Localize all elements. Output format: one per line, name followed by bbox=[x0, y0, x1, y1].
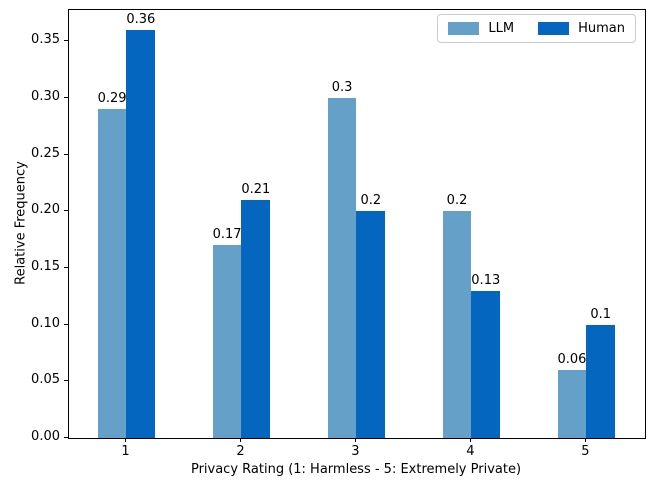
x-tick-label: 2 bbox=[236, 444, 245, 459]
bar-value-label: 0.17 bbox=[212, 227, 242, 243]
x-tick-mark bbox=[355, 438, 357, 442]
bar-llm-2 bbox=[212, 245, 242, 438]
bar-value-label: 0.3 bbox=[331, 79, 353, 95]
x-tick-mark bbox=[125, 438, 127, 442]
bar-llm-5 bbox=[557, 369, 587, 438]
bar-value-label: 0.36 bbox=[126, 11, 156, 27]
x-tick-label: 4 bbox=[466, 444, 475, 459]
bar-human-1 bbox=[126, 29, 156, 438]
bar-human-4 bbox=[471, 290, 501, 438]
x-tick-label: 1 bbox=[121, 444, 130, 459]
bar-value-label: 0.06 bbox=[557, 351, 587, 367]
bar-llm-4 bbox=[442, 211, 472, 438]
plot-area: LLM Human 0.29 0.36 0.17 0.21 0.3 0.2 0.2 0.13 0.… bbox=[68, 9, 646, 439]
y-tick-mark bbox=[64, 96, 68, 98]
legend: LLM Human bbox=[437, 14, 636, 43]
y-tick-label: 0.00 bbox=[31, 429, 60, 444]
x-tick-label: 3 bbox=[351, 444, 360, 459]
bar-value-label: 0.13 bbox=[471, 272, 501, 288]
bar-value-label: 0.2 bbox=[360, 193, 382, 209]
bar-value-label: 0.29 bbox=[97, 91, 127, 107]
x-tick-mark bbox=[240, 438, 242, 442]
bar-llm-1 bbox=[97, 109, 127, 438]
x-tick-label: 5 bbox=[581, 444, 590, 459]
y-tick-label: 0.15 bbox=[31, 258, 60, 274]
y-tick-mark bbox=[64, 380, 68, 382]
legend-swatch-human bbox=[538, 22, 570, 35]
bar-human-5 bbox=[586, 324, 616, 438]
x-tick-mark bbox=[585, 438, 587, 442]
y-tick-label: 0.10 bbox=[31, 315, 60, 331]
y-tick-label: 0.20 bbox=[31, 202, 60, 218]
bar-llm-3 bbox=[327, 97, 357, 438]
bar-human-3 bbox=[356, 211, 386, 438]
bar-value-label: 0.1 bbox=[590, 306, 612, 322]
y-tick-label: 0.25 bbox=[31, 145, 60, 161]
y-tick-label: 0.30 bbox=[31, 88, 60, 104]
y-tick-label: 0.35 bbox=[31, 32, 60, 48]
legend-swatch-llm bbox=[448, 22, 480, 35]
bar-value-label: 0.21 bbox=[241, 181, 271, 197]
legend-item-llm: LLM bbox=[448, 21, 514, 36]
y-tick-mark bbox=[64, 210, 68, 212]
x-axis-label: Privacy Rating (1: Harmless - 5: Extreme… bbox=[190, 462, 522, 477]
y-tick-mark bbox=[64, 266, 68, 268]
x-tick-mark bbox=[470, 438, 472, 442]
legend-label: LLM bbox=[488, 21, 515, 36]
bar-human-2 bbox=[241, 199, 271, 438]
legend-label: Human bbox=[578, 21, 625, 36]
legend-item-human: Human bbox=[538, 21, 625, 36]
y-tick-mark bbox=[64, 40, 68, 42]
y-tick-label: 0.05 bbox=[31, 372, 60, 388]
y-tick-mark bbox=[64, 437, 68, 438]
y-tick-mark bbox=[64, 153, 68, 155]
y-tick-mark bbox=[64, 323, 68, 325]
bar-value-label: 0.2 bbox=[446, 193, 468, 209]
